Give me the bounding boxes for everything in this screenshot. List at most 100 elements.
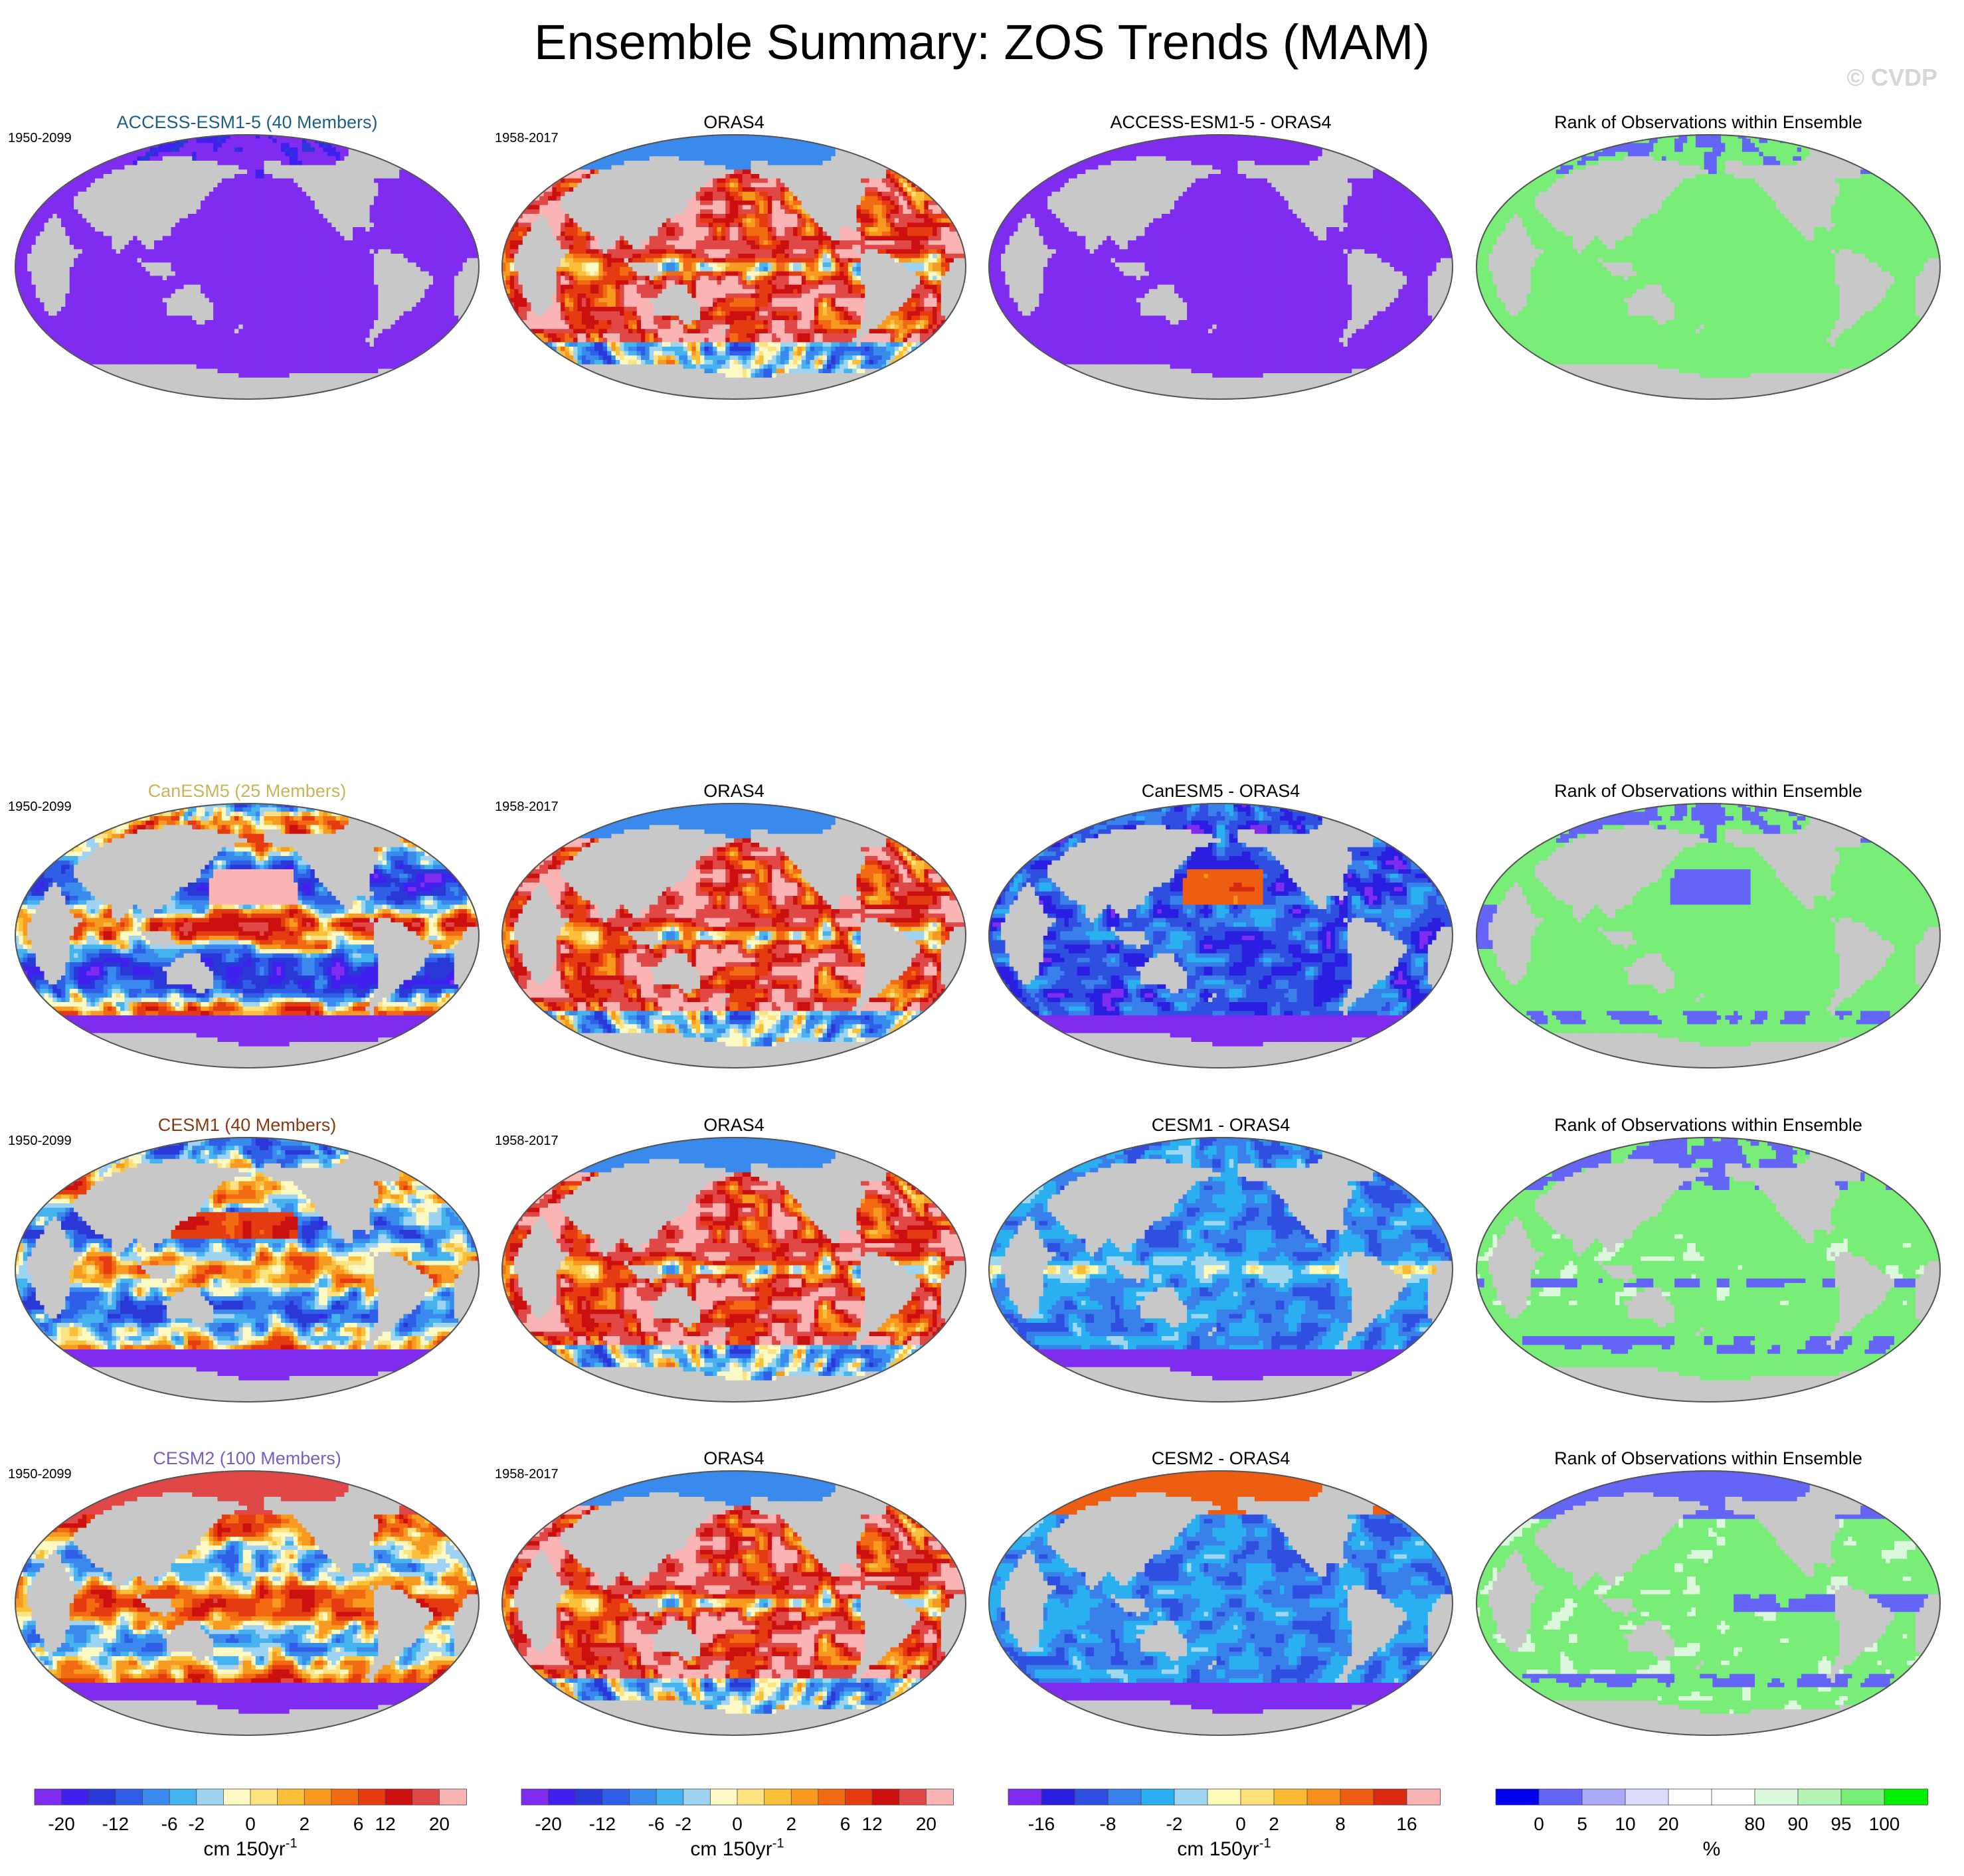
grid-cell	[91, 254, 96, 258]
grid-cell	[226, 249, 230, 254]
grid-cell	[175, 311, 180, 316]
grid-cell	[370, 276, 375, 280]
grid-cell	[285, 329, 290, 333]
grid-cell	[302, 276, 307, 280]
grid-cell	[179, 236, 184, 240]
grid-cell	[167, 355, 171, 360]
grid-cell	[387, 240, 391, 245]
grid-cell	[184, 307, 189, 311]
grid-cell	[310, 205, 315, 210]
grid-cell	[340, 329, 345, 333]
grid-cell	[104, 338, 108, 343]
grid-cell	[454, 227, 459, 232]
grid-cell	[336, 254, 341, 258]
grid-cell	[256, 315, 260, 320]
grid-cell	[331, 236, 336, 240]
grid-cell	[129, 258, 134, 263]
grid-cell	[458, 294, 463, 298]
grid-cell	[70, 236, 74, 240]
grid-cell	[57, 227, 62, 232]
grid-cell	[45, 254, 49, 258]
grid-cell	[133, 183, 137, 187]
grid-cell	[450, 218, 454, 223]
grid-cell	[129, 267, 134, 272]
grid-cell	[383, 147, 387, 152]
grid-cell	[213, 294, 218, 298]
grid-cell	[403, 222, 408, 227]
grid-cell	[272, 298, 277, 303]
grid-cell	[91, 236, 96, 240]
grid-cell	[277, 161, 282, 165]
grid-cell	[429, 214, 434, 218]
grid-cell	[315, 315, 319, 320]
grid-cell	[331, 227, 336, 232]
grid-cell	[374, 201, 379, 205]
grid-cell	[104, 232, 108, 236]
grid-cell	[163, 232, 167, 236]
grid-cell	[433, 280, 438, 285]
grid-cell	[167, 174, 171, 179]
grid-cell	[179, 302, 184, 307]
grid-cell	[251, 351, 256, 356]
grid-cell	[86, 240, 91, 245]
grid-cell	[167, 311, 171, 316]
grid-cell	[285, 347, 290, 351]
grid-cell	[408, 209, 412, 214]
grid-cell	[104, 289, 108, 294]
grid-cell	[226, 245, 230, 250]
grid-cell	[463, 245, 468, 250]
grid-cell	[454, 262, 459, 267]
grid-cell	[209, 205, 214, 210]
grid-cell	[217, 214, 222, 218]
grid-cell	[294, 338, 298, 343]
grid-cell	[217, 192, 222, 197]
grid-cell	[226, 183, 230, 187]
grid-cell	[302, 347, 307, 351]
grid-cell	[129, 355, 134, 360]
grid-cell	[78, 222, 82, 227]
grid-cell	[192, 289, 197, 294]
grid-cell	[104, 214, 108, 218]
grid-cell	[374, 227, 379, 232]
grid-cell	[217, 174, 222, 179]
grid-cell	[319, 289, 323, 294]
grid-cell	[57, 196, 62, 201]
grid-cell	[310, 152, 315, 157]
grid-cell	[120, 179, 125, 183]
grid-cell	[349, 192, 353, 197]
grid-cell	[137, 355, 142, 360]
grid-cell	[298, 179, 302, 183]
grid-cell	[395, 276, 400, 280]
grid-cell	[197, 205, 201, 210]
grid-cell	[268, 302, 273, 307]
grid-cell	[365, 174, 370, 179]
grid-cell	[74, 315, 78, 320]
grid-cell	[260, 329, 264, 333]
grid-cell	[150, 294, 155, 298]
grid-cell	[310, 342, 315, 347]
grid-cell	[150, 329, 155, 333]
grid-cell	[150, 222, 155, 227]
grid-cell	[86, 222, 91, 227]
grid-cell	[365, 205, 370, 210]
grid-cell	[40, 285, 45, 290]
grid-cell	[387, 218, 391, 223]
grid-cell	[137, 320, 142, 325]
grid-cell	[243, 222, 248, 227]
grid-cell	[281, 329, 286, 333]
grid-cell	[361, 325, 366, 329]
grid-cell	[243, 179, 248, 183]
grid-cell	[179, 347, 184, 351]
grid-cell	[336, 342, 341, 347]
grid-cell	[391, 285, 395, 290]
grid-cell	[420, 183, 425, 187]
grid-cell	[429, 289, 434, 294]
grid-cell	[260, 196, 264, 201]
grid-cell	[446, 254, 450, 258]
grid-cell	[327, 285, 332, 290]
grid-cell	[36, 272, 41, 276]
grid-cell	[302, 192, 307, 197]
grid-cell	[433, 276, 438, 280]
grid-cell	[403, 315, 408, 320]
grid-cell	[344, 187, 349, 192]
